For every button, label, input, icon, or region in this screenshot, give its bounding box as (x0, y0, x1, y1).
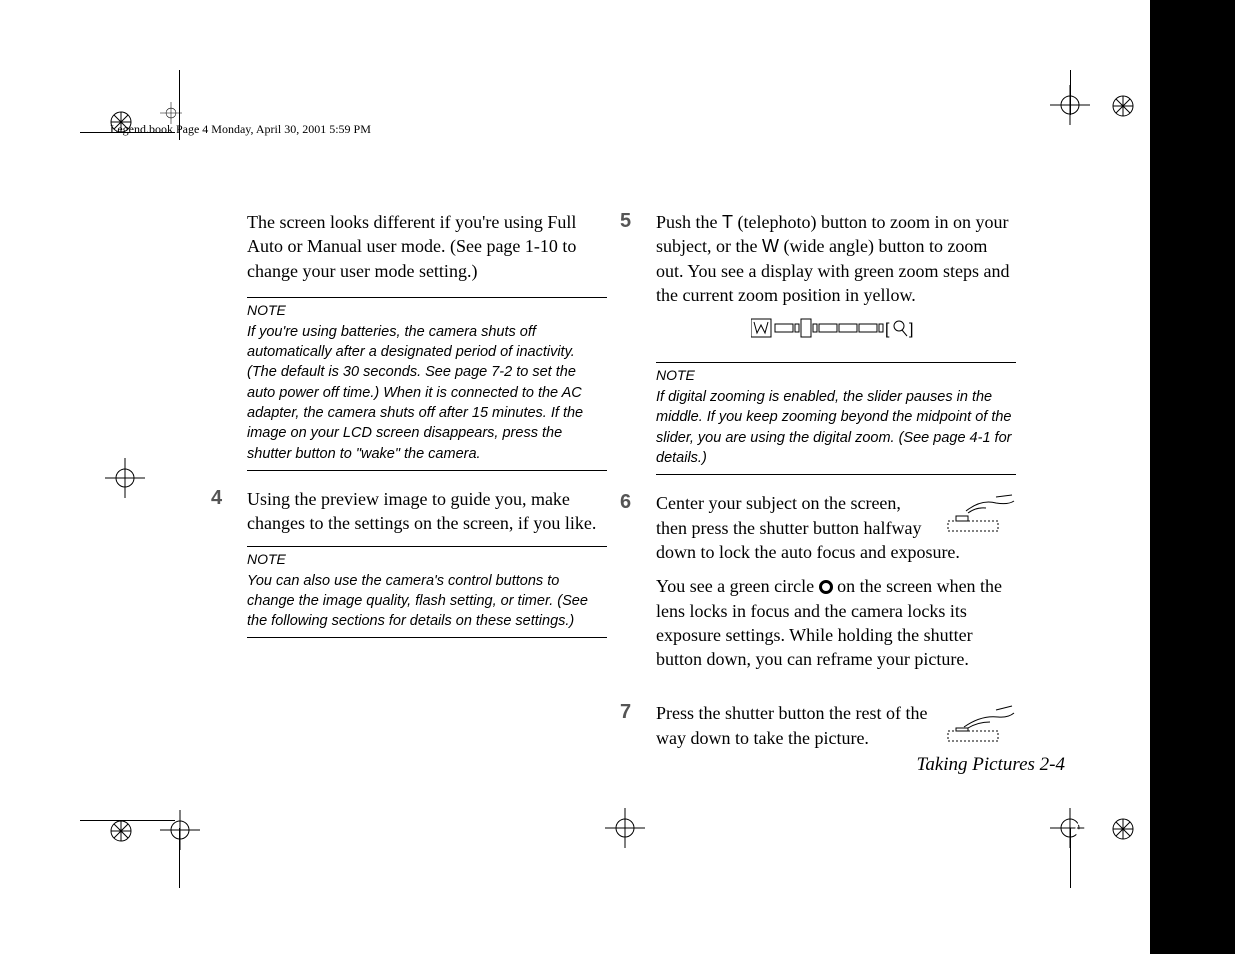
letter-W: W (762, 236, 779, 256)
regmark-top-right-star (1112, 95, 1134, 117)
regmark-bottom-left-star (110, 820, 132, 842)
zoom-slider-figure: [ ] (656, 317, 1016, 344)
shutter-fullpress-icon (946, 703, 1016, 743)
note2-body: You can also use the camera's control bu… (247, 571, 607, 632)
note3-rule (656, 362, 1016, 363)
note1-rule (247, 297, 607, 298)
shutter-halfpress-icon (946, 493, 1016, 533)
regmark-top-left-star (110, 111, 132, 133)
note3-body: If digital zooming is enabled, the slide… (656, 387, 1016, 468)
note1-body: If you're using batteries, the camera sh… (247, 322, 607, 464)
step-5: 5 Push the T (telephoto) button to zoom … (656, 210, 1016, 307)
note2-rule-bottom (247, 637, 607, 638)
right-column: 5 Push the T (telephoto) button to zoom … (656, 210, 1016, 774)
regmark-black-top (1096, 160, 1122, 186)
page-header: Legend.book Page 4 Monday, April 30, 200… (110, 122, 371, 137)
note2-rule (247, 546, 607, 547)
step6-text2a: You see a green circle (656, 576, 819, 596)
regmark-black-bottom2 (1072, 817, 1098, 843)
regmark-bottom-center (605, 808, 645, 848)
step-5-number: 5 (620, 210, 656, 233)
intro-paragraph: The screen looks different if you're usi… (247, 210, 607, 283)
step6-text2: You see a green circle on the screen whe… (656, 574, 1016, 671)
regmark-black-middle (1096, 465, 1122, 491)
regmark-left-middle (105, 458, 145, 498)
note3-label: NOTE (656, 367, 1016, 383)
step5-pre: Push the (656, 212, 722, 232)
page-footer: Taking Pictures 2-4 (917, 754, 1065, 776)
step-6-number: 6 (620, 491, 656, 514)
left-column: The screen looks different if you're usi… (247, 210, 607, 642)
step-6: 6 Center your subject on the screen, the… (656, 491, 1016, 685)
svg-text:]: ] (909, 321, 913, 338)
step-7-number: 7 (620, 701, 656, 724)
zoom-slider-icon: [ ] (751, 317, 921, 339)
note3-rule-bottom (656, 474, 1016, 475)
regmark-bottom-left-cross (160, 810, 200, 850)
note1-rule-bottom (247, 470, 607, 471)
step-5-text: Push the T (telephoto) button to zoom in… (656, 210, 1016, 307)
black-margin-strip (1150, 0, 1235, 954)
regmark-bottom-right-star (1112, 818, 1134, 840)
svg-text:[: [ (885, 321, 890, 338)
step-4-text: Using the preview image to guide you, ma… (247, 487, 607, 536)
regmark-black-bottom1 (1096, 775, 1122, 801)
note2-label: NOTE (247, 551, 607, 567)
step-4-number: 4 (211, 487, 247, 510)
step-4: 4 Using the preview image to guide you, … (247, 487, 607, 536)
green-circle-icon (819, 580, 833, 594)
letter-T: T (722, 212, 733, 232)
note1-label: NOTE (247, 302, 607, 318)
